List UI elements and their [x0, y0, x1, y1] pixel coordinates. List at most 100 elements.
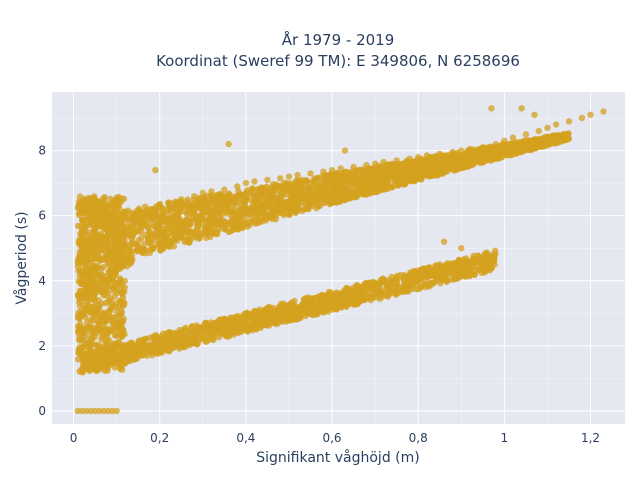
- data-point: [477, 150, 484, 157]
- data-point: [169, 336, 177, 343]
- data-point: [112, 280, 119, 287]
- data-point: [79, 310, 86, 317]
- data-point: [156, 348, 163, 356]
- data-point: [343, 284, 350, 292]
- data-point: [160, 344, 167, 352]
- data-point: [461, 163, 469, 171]
- data-point: [167, 204, 174, 212]
- data-point: [257, 203, 264, 210]
- data-point: [146, 228, 153, 235]
- data-point: [435, 170, 442, 177]
- data-point: [191, 329, 198, 337]
- data-point: [128, 235, 135, 242]
- data-point: [255, 311, 262, 319]
- data-point: [100, 313, 107, 321]
- data-point: [420, 172, 427, 179]
- data-point: [457, 257, 464, 265]
- data-point: [203, 226, 210, 233]
- data-point: [278, 193, 285, 200]
- data-point: [369, 188, 376, 195]
- data-points: [74, 105, 607, 415]
- data-point: [407, 269, 414, 276]
- data-point: [143, 352, 151, 359]
- data-point: [375, 165, 382, 172]
- data-point: [166, 215, 174, 222]
- data-point: [89, 341, 97, 349]
- data-point: [355, 285, 363, 293]
- data-point: [164, 224, 171, 232]
- data-point: [395, 176, 403, 183]
- data-point: [234, 225, 242, 232]
- data-point: [121, 258, 128, 265]
- data-point: [375, 170, 382, 177]
- data-point: [452, 166, 460, 173]
- data-point: [471, 271, 478, 278]
- data-point: [202, 338, 209, 345]
- data-point: [454, 156, 461, 164]
- data-point: [97, 257, 104, 264]
- data-point: [181, 238, 188, 246]
- data-point: [517, 148, 524, 156]
- data-point: [320, 297, 327, 304]
- data-point: [350, 290, 357, 297]
- data-point: [88, 255, 95, 262]
- data-point: [107, 360, 115, 367]
- data-point: [328, 180, 335, 187]
- data-point: [436, 271, 443, 278]
- data-point: [101, 280, 108, 287]
- data-point: [600, 108, 607, 115]
- data-point: [82, 220, 90, 227]
- data-point: [186, 228, 194, 235]
- data-point: [131, 240, 138, 247]
- data-point: [159, 208, 167, 216]
- data-point: [251, 325, 259, 332]
- data-point: [466, 261, 474, 268]
- chart-title: År 1979 - 2019 Koordinat (Sweref 99 TM):…: [156, 30, 520, 70]
- data-point: [91, 359, 99, 366]
- data-point: [130, 212, 138, 219]
- data-point: [76, 315, 83, 323]
- data-point: [470, 252, 477, 260]
- data-point: [501, 137, 508, 144]
- data-point: [337, 165, 344, 172]
- data-point: [178, 332, 185, 340]
- data-point: [98, 300, 105, 307]
- data-point: [182, 326, 189, 334]
- data-point: [78, 227, 86, 234]
- data-point: [88, 266, 95, 273]
- data-point: [76, 254, 83, 262]
- x-tick-label: 0,6: [322, 431, 341, 445]
- x-tick-label: 0,2: [150, 431, 169, 445]
- data-point: [380, 182, 387, 189]
- data-point: [124, 358, 131, 365]
- data-point: [334, 173, 342, 180]
- data-point: [587, 111, 594, 119]
- data-point: [89, 216, 96, 223]
- data-point: [85, 194, 92, 202]
- data-point: [117, 251, 125, 258]
- data-point: [111, 247, 119, 254]
- data-point: [78, 239, 85, 247]
- data-point: [165, 331, 172, 338]
- data-point: [249, 197, 256, 205]
- data-point: [321, 199, 329, 206]
- data-point: [434, 155, 441, 162]
- data-point: [97, 197, 104, 205]
- data-point: [104, 228, 112, 236]
- data-point: [134, 247, 141, 255]
- data-point: [194, 204, 202, 212]
- data-point: [149, 215, 156, 223]
- data-point: [464, 271, 471, 278]
- data-point: [248, 186, 256, 193]
- data-point: [89, 317, 97, 324]
- data-point: [274, 205, 281, 212]
- data-point: [98, 286, 106, 294]
- data-point: [80, 249, 88, 257]
- data-point: [78, 198, 85, 205]
- chart-title-line-2: Koordinat (Sweref 99 TM): E 349806, N 62…: [156, 52, 520, 70]
- data-point: [121, 242, 128, 249]
- data-point: [218, 199, 225, 206]
- data-point: [111, 293, 119, 300]
- data-point: [114, 240, 122, 248]
- data-point: [200, 333, 207, 340]
